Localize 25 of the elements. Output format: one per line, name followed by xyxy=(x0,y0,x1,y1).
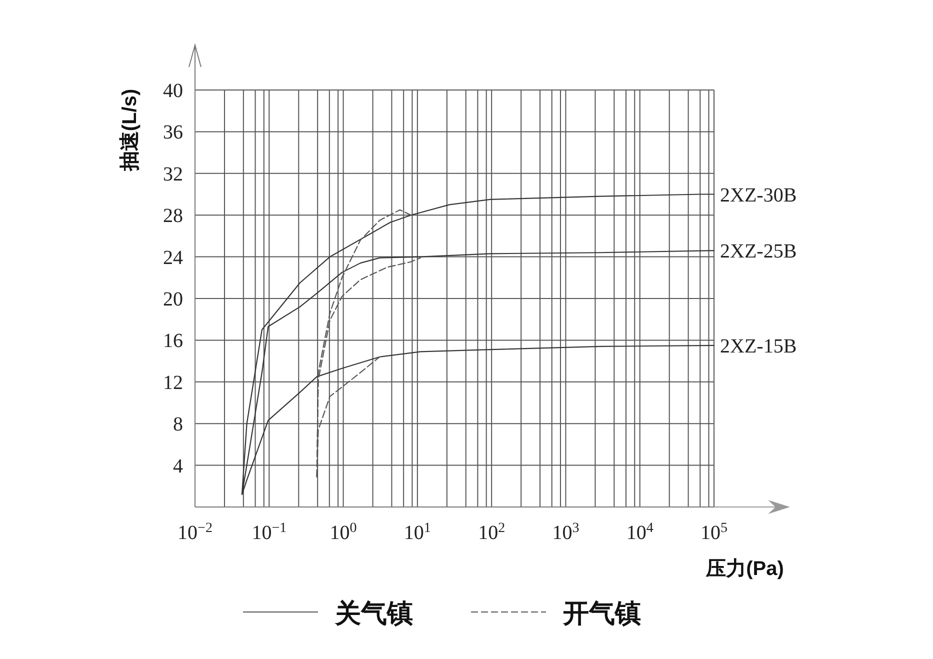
text: 关气镇 xyxy=(334,598,413,628)
x-tick-label: 10$^{−1}$ xyxy=(252,520,287,544)
y-tick-label: 4 xyxy=(173,455,183,478)
y-axis-title: 抽速(L/s) xyxy=(119,88,141,172)
y-tick-label: 32 xyxy=(163,163,183,186)
x-tick-label: 10$^{3}$ xyxy=(552,520,580,544)
x-tick-label: 10$^{−2}$ xyxy=(178,520,212,544)
x-tick-label: 10$^{5}$ xyxy=(700,520,728,544)
y-tick-label: 12 xyxy=(163,372,183,394)
x-tick-label: 10$^{4}$ xyxy=(626,520,654,544)
y-tick-label: 16 xyxy=(163,330,183,352)
y-tick-label: 40 xyxy=(163,80,183,102)
y-tick-label: 20 xyxy=(163,288,183,310)
y-tick-label: 28 xyxy=(163,205,183,228)
x-tick-label: 10$^{0}$ xyxy=(330,520,357,544)
x-tick-label: 10$^{1}$ xyxy=(404,520,431,544)
series-label: 2XZ-30B xyxy=(720,184,797,206)
series-label: 2XZ-25B xyxy=(720,240,797,263)
x-tick-label: 10$^{2}$ xyxy=(478,520,506,544)
series-label: 2XZ-15B xyxy=(720,335,797,358)
x-axis-title: 压力(Pa) xyxy=(705,558,784,580)
y-tick-label: 8 xyxy=(173,414,183,436)
y-tick-label: 24 xyxy=(163,246,183,269)
text: 开气镇 xyxy=(562,598,641,628)
y-tick-label: 36 xyxy=(163,122,183,144)
